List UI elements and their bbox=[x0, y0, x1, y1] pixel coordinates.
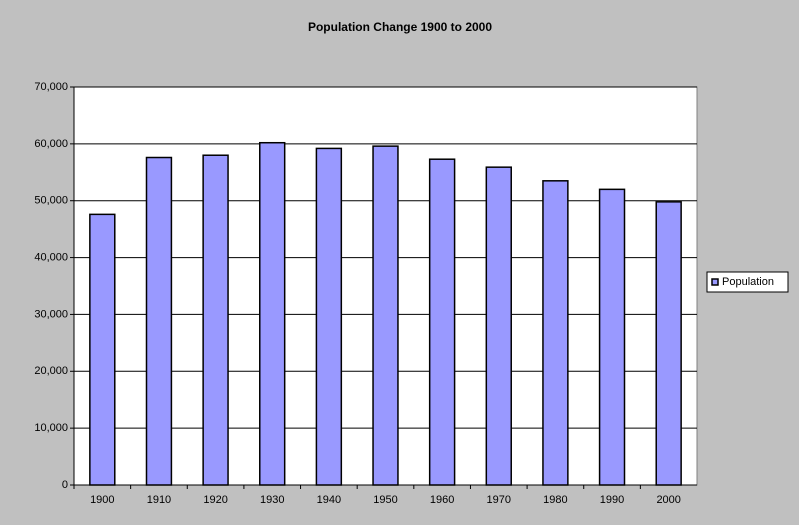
x-tick-label: 2000 bbox=[656, 494, 680, 506]
y-tick-label: 10,000 bbox=[34, 422, 68, 434]
y-tick-label: 0 bbox=[62, 479, 68, 491]
y-tick-label: 40,000 bbox=[34, 251, 68, 263]
x-tick-label: 1940 bbox=[317, 494, 341, 506]
x-tick-label: 1970 bbox=[487, 494, 511, 506]
legend-label: Population bbox=[722, 276, 774, 288]
x-tick-label: 1990 bbox=[600, 494, 624, 506]
bar bbox=[655, 201, 682, 486]
y-tick-label: 50,000 bbox=[34, 195, 68, 207]
x-tick-label: 1900 bbox=[90, 494, 114, 506]
bar bbox=[542, 180, 569, 486]
bar bbox=[315, 147, 343, 486]
x-tick-label: 1930 bbox=[260, 494, 284, 506]
bar bbox=[89, 213, 116, 486]
bar bbox=[485, 166, 512, 486]
y-tick-label: 30,000 bbox=[34, 308, 68, 320]
chart-title: Population Change 1900 to 2000 bbox=[308, 20, 492, 34]
x-tick-label: 1950 bbox=[373, 494, 397, 506]
bar bbox=[372, 145, 399, 486]
bar bbox=[259, 141, 286, 486]
bar bbox=[145, 156, 173, 486]
legend-swatch bbox=[711, 278, 719, 286]
bar bbox=[428, 158, 456, 486]
x-tick-label: 1910 bbox=[147, 494, 171, 506]
y-tick-label: 60,000 bbox=[34, 138, 68, 150]
x-tick-label: 1960 bbox=[430, 494, 454, 506]
bar bbox=[598, 188, 626, 486]
bar bbox=[202, 154, 229, 486]
y-tick-label: 20,000 bbox=[34, 365, 68, 377]
legend-box bbox=[706, 271, 789, 293]
x-tick-label: 1920 bbox=[203, 494, 227, 506]
y-tick-label: 70,000 bbox=[34, 81, 68, 93]
x-tick-label: 1980 bbox=[543, 494, 567, 506]
